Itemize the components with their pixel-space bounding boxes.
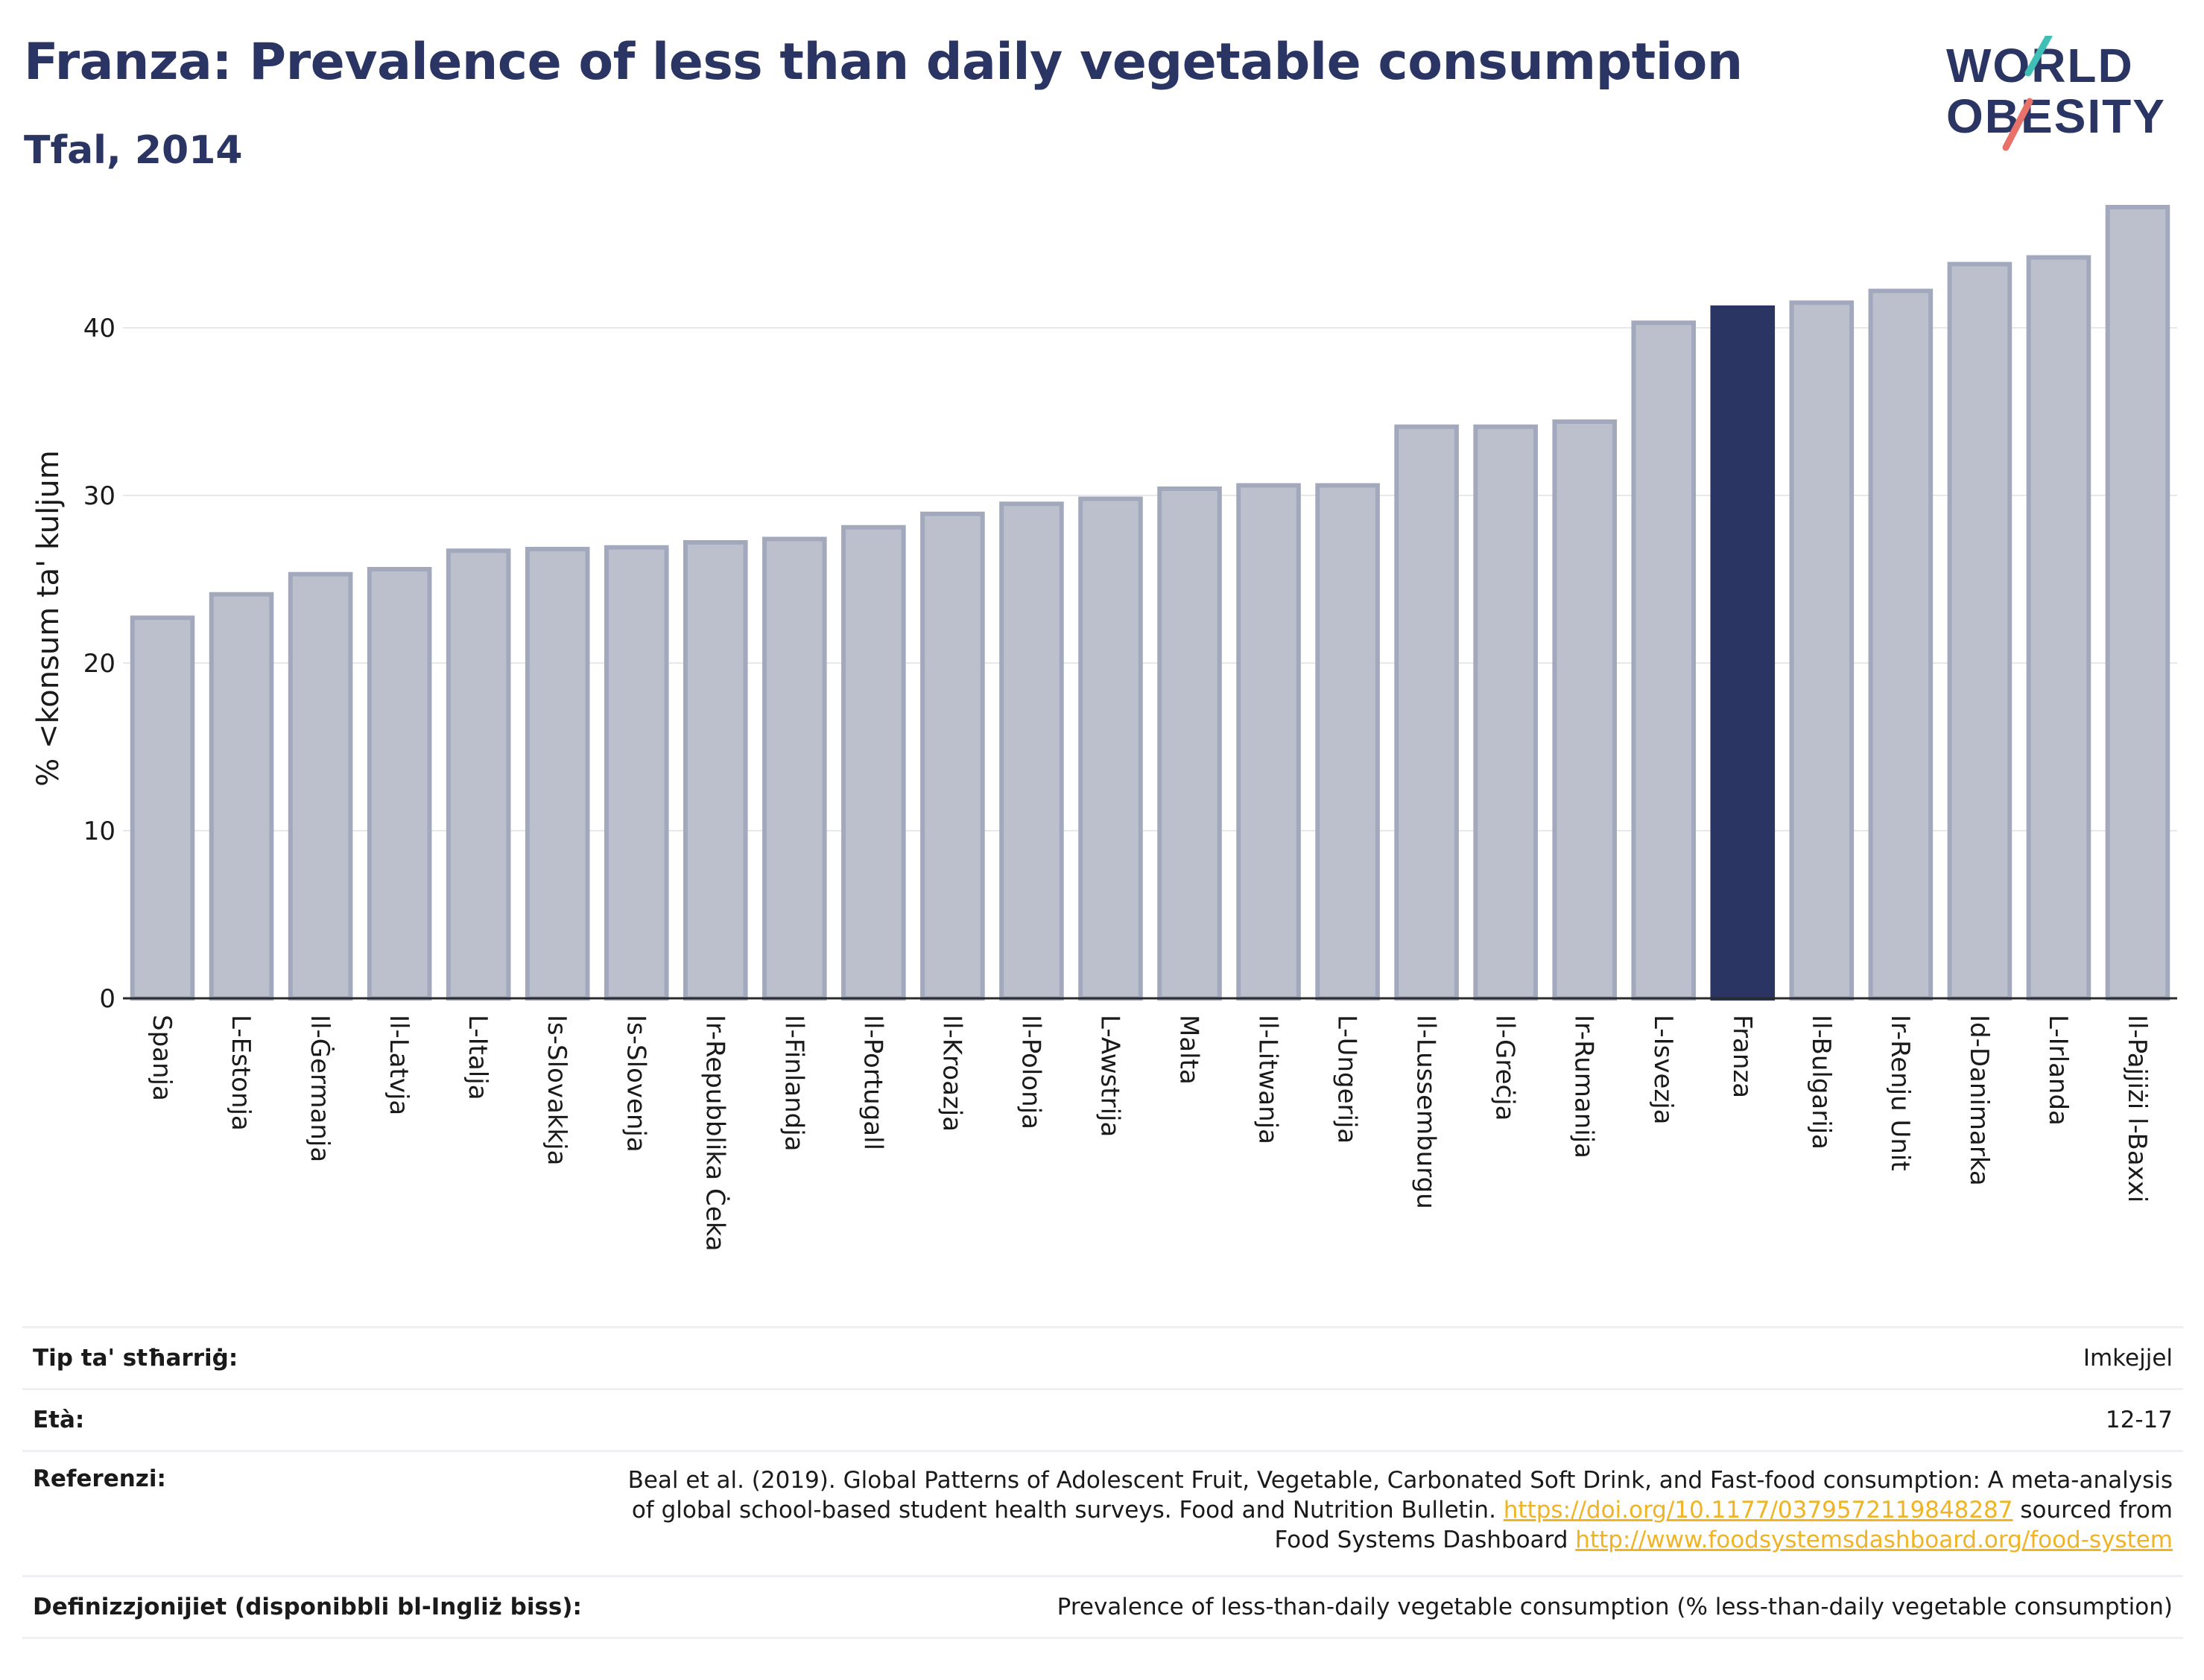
x-tick-label: Il-Lussemburgu (1411, 1015, 1441, 1209)
bar (999, 501, 1064, 1001)
x-tick-label: L-Irlanda (2043, 1015, 2073, 1126)
x-tick-label: Id-Danimarka (1964, 1015, 1994, 1186)
x-tick-label: Spanja (147, 1015, 177, 1101)
references-label: Referenzi: (33, 1465, 166, 1492)
x-tick-label: L-Italja (463, 1015, 493, 1100)
age-label: Età: (33, 1407, 85, 1433)
meta-row-definitions: Definizzjonijiet (disponibbli bl-Ingliż … (22, 1575, 2183, 1639)
y-tick-label: 20 (83, 649, 115, 679)
bar (525, 547, 590, 1001)
bar (1789, 300, 1855, 1001)
chart-title: Franza: Prevalence of less than daily ve… (24, 33, 1743, 92)
bar (288, 571, 353, 1001)
x-tick-label: Is-Slovenja (621, 1015, 650, 1153)
y-tick-label: 10 (83, 817, 115, 846)
survey-type-label: Tip ta' stħarriġ: (33, 1345, 238, 1372)
bar (1394, 424, 1459, 1001)
bar-chart: 0 10 20 30 40 % <konsum ta' kuljum Spanja L-Est… (31, 205, 2177, 1252)
age-value: 12-17 (2105, 1407, 2173, 1433)
x-tick-label: Malta (1174, 1015, 1204, 1085)
y-tick-label: 30 (83, 481, 115, 511)
x-tick-label: Franza (1727, 1015, 1757, 1098)
x-tick-label: Ir-Renju Unit (1885, 1015, 1915, 1171)
bar (1710, 305, 1776, 1001)
meta-row-age: Età: 12-17 (22, 1388, 2183, 1450)
x-tick-label: L-Isvezja (1648, 1015, 1678, 1125)
y-axis-title: % <konsum ta' kuljum (31, 450, 66, 786)
meta-row-references: Referenzi: Beal et al. (2019). Global Pa… (22, 1450, 2183, 1575)
bar (920, 511, 985, 1001)
bar (1078, 496, 1143, 1001)
bar (2026, 255, 2091, 1001)
bar (1631, 320, 1697, 1001)
bar (2105, 205, 2170, 1001)
bar (1868, 288, 1934, 1001)
bar (1157, 486, 1222, 1001)
metadata-table: Tip ta' stħarriġ: Imkejjel Età: 12-17 Re… (22, 1326, 2183, 1639)
bar (1473, 424, 1538, 1001)
x-tick-label: Il-Greċja (1490, 1015, 1520, 1120)
bar (762, 536, 827, 1001)
x-tick-label: Il-Portugall (858, 1015, 887, 1150)
x-tick-label: Il-Ġermanja (305, 1015, 335, 1162)
references-dashboard-link[interactable]: http://www.foodsystemsdashboard.org/food… (1575, 1527, 2173, 1553)
references-doi-link[interactable]: https://doi.org/10.1177/0379572119848287 (1503, 1497, 2013, 1524)
y-tick-label: 40 (83, 314, 115, 343)
bar (367, 567, 432, 1001)
bar (1552, 419, 1618, 1001)
x-tick-label: L-Ungerija (1332, 1015, 1362, 1144)
logo-slash-red (2002, 98, 2033, 151)
bar (130, 615, 195, 1001)
x-tick-label: Il-Finlandja (779, 1015, 808, 1152)
definitions-value: Prevalence of less-than-daily vegetable … (1057, 1594, 2173, 1620)
x-tick-label: Il-Pajjiżi l-Baxxi (2122, 1015, 2152, 1202)
x-tick-label: Il-Latvja (384, 1015, 414, 1115)
x-tick-label: L-Estonja (226, 1015, 256, 1131)
world-obesity-logo: WORLD OBESITY (1946, 36, 2166, 151)
x-tick-label: Il-Litwanja (1253, 1015, 1283, 1144)
references-value: Beal et al. (2019). Global Patterns of A… (601, 1465, 2173, 1555)
x-tick-label: Ir-Repubblika Ċeka (700, 1015, 730, 1252)
definitions-label: Definizzjonijiet (disponibbli bl-Ingliż … (33, 1594, 582, 1620)
logo-slash-teal (2024, 36, 2053, 77)
bar (1236, 483, 1301, 1001)
x-tick-label: Il-Polonja (1016, 1015, 1045, 1129)
bar (604, 545, 669, 1001)
bar (1947, 261, 2013, 1001)
bar (683, 540, 748, 1001)
x-tick-label: Ir-Rumanija (1569, 1015, 1599, 1158)
x-tick-label: L-Awstrija (1095, 1015, 1124, 1137)
bar (209, 592, 274, 1001)
logo-line-obesity: OBESITY (1946, 89, 2166, 143)
survey-type-value: Imkejjel (2083, 1345, 2173, 1372)
chart-subtitle: Tfal, 2014 (24, 128, 243, 173)
bar (446, 548, 511, 1001)
meta-row-survey-type: Tip ta' stħarriġ: Imkejjel (22, 1326, 2183, 1388)
references-text: Beal et al. (2019). Global Patterns of A… (627, 1467, 2173, 1524)
bar (841, 524, 906, 1001)
y-tick-label: 0 (99, 984, 115, 1014)
references-mid-text: sourced from Food Systems Dashboard (1274, 1497, 2173, 1553)
x-tick-label: Il-Bulgarija (1806, 1015, 1836, 1150)
x-tick-label: Il-Kroazja (937, 1015, 966, 1132)
bar (1315, 483, 1380, 1001)
x-tick-label: Is-Slovakkja (542, 1015, 571, 1165)
